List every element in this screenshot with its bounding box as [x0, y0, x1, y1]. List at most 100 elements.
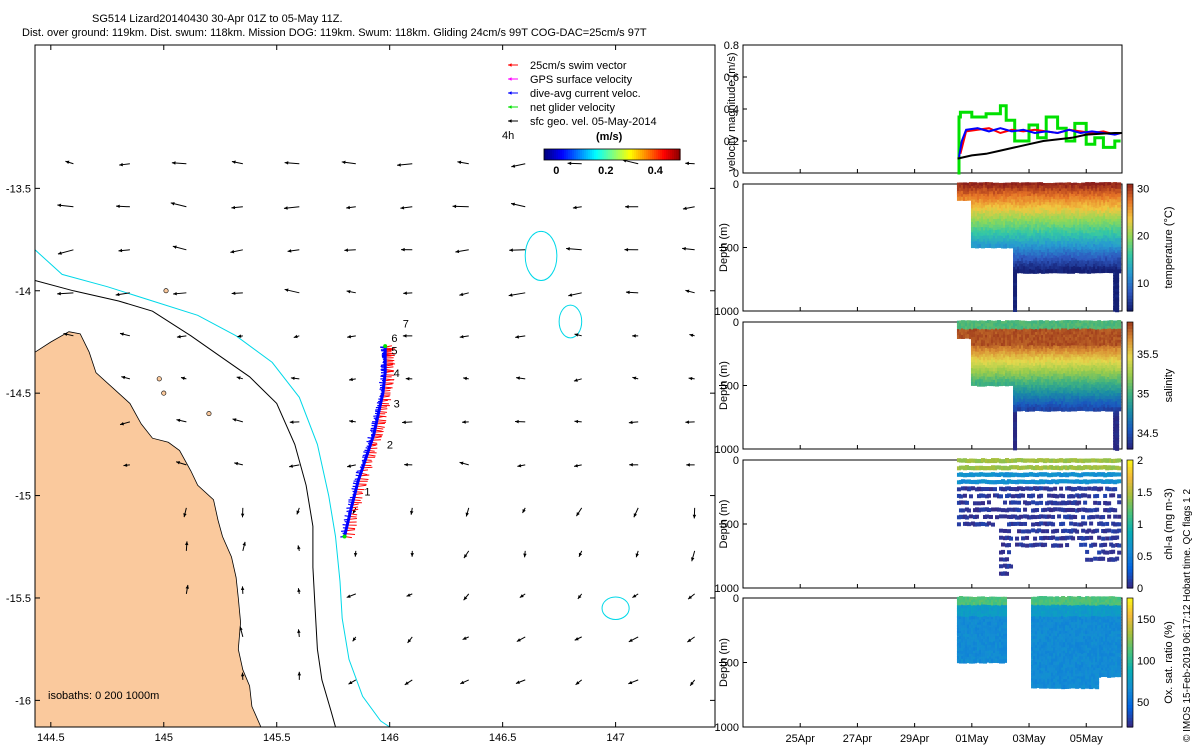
- map-colorbar-cell: [548, 149, 551, 160]
- temp-sample: [1089, 182, 1094, 187]
- temp-sample: [1041, 191, 1046, 196]
- temp-sample: [1079, 183, 1084, 188]
- temp-sample: [1015, 269, 1020, 274]
- temp-sample: [1077, 257, 1082, 262]
- temp-sample: [995, 232, 1000, 237]
- map-colorbar-cell: [648, 149, 651, 160]
- temp-sample: [1017, 255, 1022, 260]
- temp-sample: [1013, 218, 1018, 223]
- temp-sample: [1061, 235, 1066, 240]
- temp-sample: [1021, 255, 1026, 260]
- temp-sample: [1009, 221, 1014, 226]
- temp-sample: [1029, 221, 1034, 226]
- temp-sample: [978, 233, 983, 238]
- temp-sample: [1055, 246, 1060, 251]
- temp-sample: [970, 244, 975, 249]
- temp-sample: [1043, 233, 1048, 238]
- temp-sample: [995, 227, 1000, 232]
- temp-sample: [1015, 257, 1020, 262]
- temp-sample: [1045, 232, 1050, 237]
- temp-sample: [999, 221, 1004, 226]
- temp-sample: [958, 196, 963, 201]
- temp-sample: [1053, 204, 1058, 209]
- temp-sample: [1045, 269, 1050, 274]
- temp-sample: [1085, 264, 1090, 269]
- swim-vector: [376, 419, 387, 422]
- temp-sample: [974, 184, 979, 189]
- velocity-y-tick-1: 0.2: [724, 136, 739, 148]
- temp-sample: [1083, 204, 1088, 209]
- temp-sample: [1079, 267, 1084, 272]
- temp-sample: [974, 190, 979, 195]
- temp-sample: [1031, 258, 1036, 263]
- temp-sample: [970, 188, 975, 193]
- temp-sample: [1035, 249, 1040, 254]
- temp-sample: [1045, 213, 1050, 218]
- temp-sample: [1013, 288, 1018, 293]
- temp-sample: [1017, 263, 1022, 268]
- temp-sample: [1013, 215, 1018, 220]
- temp-sample: [1013, 278, 1018, 283]
- temp-sample: [1065, 269, 1070, 274]
- temp-sample: [1079, 201, 1084, 206]
- temp-sample: [1079, 241, 1084, 246]
- velocity-y-tick-3: 0.6: [724, 72, 739, 84]
- temp-sample: [1055, 239, 1060, 244]
- temp-sample: [980, 210, 985, 215]
- temp-sample: [995, 243, 1000, 248]
- temp-sample: [1059, 246, 1064, 251]
- current-arrow-73-head: [232, 418, 237, 422]
- temp-sample: [1065, 233, 1070, 238]
- swim-vector: [384, 378, 394, 381]
- temp-sample: [1009, 216, 1014, 221]
- temp-sample: [1031, 241, 1036, 246]
- temp-sample: [966, 182, 971, 187]
- temp-sample: [1019, 221, 1024, 226]
- temp-sample: [1047, 238, 1052, 243]
- temp-sample: [1051, 194, 1056, 199]
- temp-sample: [986, 194, 991, 199]
- reef-1: [206, 411, 212, 417]
- temp-sample: [1083, 221, 1088, 226]
- temp-sample: [986, 238, 991, 243]
- temp-sample: [1057, 221, 1062, 226]
- temp-sample: [974, 240, 979, 245]
- temp-sample: [1077, 227, 1082, 232]
- temp-sample: [974, 244, 979, 249]
- temp-sample: [1089, 246, 1094, 251]
- temp-sample: [1011, 185, 1016, 190]
- temp-sample: [978, 244, 983, 249]
- temp-sample: [976, 213, 981, 218]
- temp-sample: [1003, 211, 1008, 216]
- temp-sample: [1045, 183, 1050, 188]
- temp-sample: [1083, 229, 1088, 234]
- temp-sample: [997, 191, 1002, 196]
- temp-sample: [1067, 216, 1072, 221]
- temp-sample: [1051, 224, 1056, 229]
- temp-sample: [976, 243, 981, 248]
- temp-sample: [1041, 246, 1046, 251]
- temp-sample: [972, 207, 977, 212]
- temp-sample: [1011, 224, 1016, 229]
- temp-sample: [1075, 241, 1080, 246]
- swim-vector: [384, 374, 395, 376]
- temp-sample: [1063, 224, 1068, 229]
- temp-sample: [1089, 244, 1094, 249]
- temp-sample: [1041, 240, 1046, 245]
- temp-sample: [976, 211, 981, 216]
- temp-sample: [1057, 229, 1062, 234]
- temp-sample: [986, 232, 991, 237]
- temp-sample: [1025, 269, 1030, 274]
- temp-sample: [1063, 240, 1068, 245]
- map-colorbar-tick-2: 0.4: [648, 165, 664, 177]
- temp-sample: [982, 187, 987, 192]
- temp-sample: [1075, 196, 1080, 201]
- temp-sample: [1089, 185, 1094, 190]
- legend-arrow-0-head: [508, 63, 512, 67]
- temp-sample: [1045, 188, 1050, 193]
- temp-sample: [1067, 230, 1072, 235]
- temp-sample: [1027, 236, 1032, 241]
- temp-sample: [1053, 251, 1058, 256]
- temp-sample: [1079, 197, 1084, 202]
